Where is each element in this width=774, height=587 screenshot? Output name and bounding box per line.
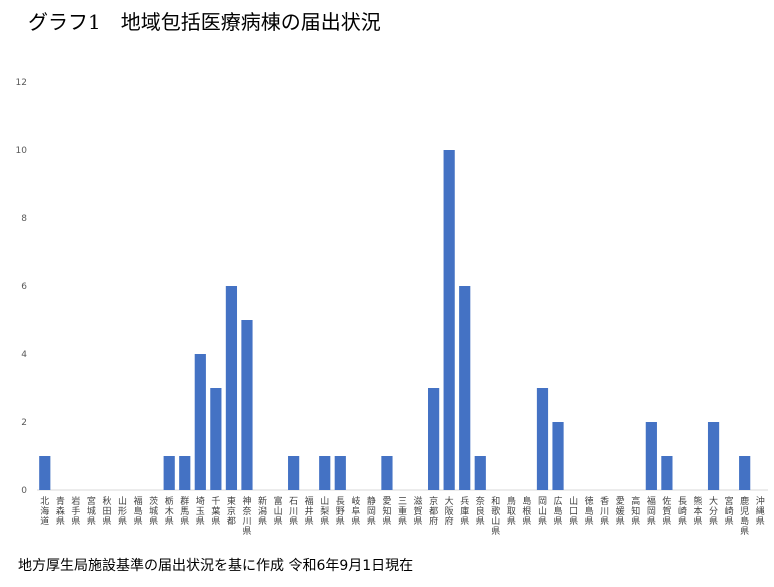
x-tick-label: 東京都 xyxy=(227,495,236,527)
bar xyxy=(707,422,720,490)
source-note: 地方厚生局施設基準の届出状況を基に作成 令和6年9月1日現在 xyxy=(18,558,414,574)
x-tick-label: 栃木県 xyxy=(165,495,174,527)
x-axis-labels: 北海道青森県岩手県宮城県秋田県山形県福島県茨城県栃木県群馬県埼玉県千葉県東京都神… xyxy=(40,495,764,537)
x-tick-label: 大阪府 xyxy=(445,495,454,527)
x-tick-label: 秋田県 xyxy=(102,495,111,527)
bar xyxy=(552,422,564,490)
bar xyxy=(225,286,238,490)
x-tick-label: 千葉県 xyxy=(211,496,220,527)
x-tick-label: 沖縄県 xyxy=(756,495,765,527)
x-tick-label: 鹿児島県 xyxy=(740,495,749,537)
y-tick-label: 2 xyxy=(21,418,27,428)
bar xyxy=(645,422,657,490)
x-tick-label: 広島県 xyxy=(554,495,563,527)
x-tick-label: 愛知県 xyxy=(382,495,391,527)
y-tick-label: 12 xyxy=(16,78,27,88)
x-tick-label: 福岡県 xyxy=(647,495,656,527)
x-tick-label: 青森県 xyxy=(56,495,65,527)
x-tick-label: 新潟県 xyxy=(258,495,267,527)
x-tick-label: 長崎県 xyxy=(678,496,687,527)
bar xyxy=(241,320,253,490)
bar xyxy=(739,456,751,490)
bar xyxy=(319,456,331,490)
y-tick-label: 10 xyxy=(16,146,28,156)
y-tick-label: 8 xyxy=(21,214,27,224)
x-tick-label: 群馬県 xyxy=(180,495,189,527)
bar xyxy=(179,456,191,490)
bars xyxy=(39,150,751,490)
x-tick-label: 神奈川県 xyxy=(242,495,251,537)
x-tick-label: 茨城県 xyxy=(149,495,158,527)
chart-title: グラフ1 地域包括医療病棟の届出状況 xyxy=(28,10,381,34)
bar xyxy=(443,150,455,490)
x-tick-label: 岐阜県 xyxy=(351,495,360,527)
bar xyxy=(194,354,206,490)
x-tick-label: 三重県 xyxy=(398,497,407,527)
x-tick-label: 宮城県 xyxy=(87,495,96,527)
x-tick-label: 福井県 xyxy=(305,495,314,527)
x-tick-label: 京都府 xyxy=(429,495,438,527)
bar xyxy=(459,286,471,490)
bar xyxy=(428,388,440,490)
x-tick-label: 岩手県 xyxy=(71,495,80,527)
x-tick-label: 和歌山県 xyxy=(491,496,500,537)
bar xyxy=(334,456,346,490)
x-tick-label: 高知県 xyxy=(631,495,640,527)
x-tick-label: 富山県 xyxy=(274,495,283,527)
x-tick-label: 静岡県 xyxy=(367,495,376,527)
bar xyxy=(661,456,673,490)
bar xyxy=(536,388,549,490)
x-tick-label: 愛媛県 xyxy=(616,495,625,527)
x-tick-label: 山梨県 xyxy=(320,496,329,527)
x-tick-label: 長野県 xyxy=(336,496,345,527)
bar xyxy=(474,456,486,490)
x-tick-label: 熊本県 xyxy=(694,495,703,527)
x-tick-label: 島根県 xyxy=(522,495,531,527)
y-tick-label: 0 xyxy=(21,486,27,496)
x-tick-label: 埼玉県 xyxy=(196,495,205,527)
bar xyxy=(163,456,175,490)
x-tick-label: 大分県 xyxy=(709,495,718,527)
x-tick-label: 北海道 xyxy=(40,496,49,527)
x-tick-label: 山口県 xyxy=(569,496,578,527)
x-tick-label: 兵庫県 xyxy=(460,495,469,527)
bar xyxy=(288,456,300,490)
x-tick-label: 香川県 xyxy=(600,496,609,527)
x-tick-label: 山形県 xyxy=(118,496,127,527)
x-tick-label: 岡山県 xyxy=(538,496,547,527)
x-tick-label: 奈良県 xyxy=(476,495,485,527)
bar xyxy=(381,456,393,490)
y-tick-label: 4 xyxy=(21,350,27,360)
x-tick-label: 宮崎県 xyxy=(725,495,734,527)
bar xyxy=(210,388,222,490)
x-tick-label: 石川県 xyxy=(289,497,298,527)
x-tick-label: 福島県 xyxy=(134,495,143,527)
y-tick-label: 6 xyxy=(21,282,27,292)
y-axis-ticks: 0 2 4 6 8 10 12 xyxy=(16,78,28,496)
x-tick-label: 滋賀県 xyxy=(414,495,423,527)
x-tick-label: 佐賀県 xyxy=(662,495,671,527)
x-tick-label: 徳島県 xyxy=(585,495,594,527)
bar xyxy=(39,456,51,490)
x-tick-label: 鳥取県 xyxy=(507,495,516,527)
